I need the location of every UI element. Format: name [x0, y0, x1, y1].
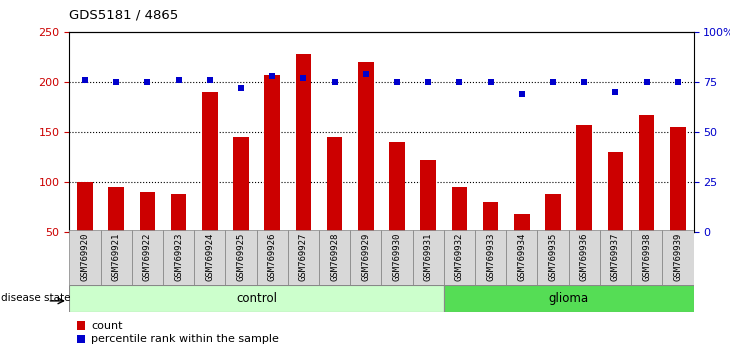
FancyBboxPatch shape — [194, 230, 226, 285]
Point — [610, 89, 621, 95]
Point — [578, 79, 590, 85]
Text: GSM769927: GSM769927 — [299, 233, 308, 281]
Bar — [514, 214, 530, 232]
Text: GSM769933: GSM769933 — [486, 233, 495, 281]
Point — [204, 77, 215, 83]
Point — [548, 79, 559, 85]
Text: GSM769937: GSM769937 — [611, 233, 620, 281]
Point — [235, 85, 247, 91]
Bar — [670, 127, 685, 232]
FancyBboxPatch shape — [131, 230, 163, 285]
Bar — [264, 75, 280, 232]
Text: GSM769921: GSM769921 — [112, 233, 120, 281]
Text: GSM769922: GSM769922 — [143, 233, 152, 281]
Point — [485, 79, 496, 85]
FancyBboxPatch shape — [381, 230, 412, 285]
Text: GSM769923: GSM769923 — [174, 233, 183, 281]
FancyBboxPatch shape — [475, 230, 507, 285]
FancyBboxPatch shape — [631, 230, 662, 285]
Point — [453, 79, 465, 85]
Text: glioma: glioma — [549, 292, 588, 305]
Bar — [296, 54, 311, 232]
Bar — [139, 192, 155, 232]
FancyBboxPatch shape — [226, 230, 257, 285]
Text: control: control — [236, 292, 277, 305]
Point — [110, 79, 122, 85]
FancyBboxPatch shape — [350, 230, 381, 285]
Text: GSM769938: GSM769938 — [642, 233, 651, 281]
FancyBboxPatch shape — [569, 230, 600, 285]
Text: GSM769935: GSM769935 — [548, 233, 558, 281]
Text: GSM769920: GSM769920 — [80, 233, 90, 281]
Bar — [639, 115, 655, 232]
Point — [173, 77, 185, 83]
FancyBboxPatch shape — [662, 230, 694, 285]
Bar — [77, 182, 93, 232]
Text: GSM769930: GSM769930 — [393, 233, 402, 281]
Text: GSM769929: GSM769929 — [361, 233, 370, 281]
Bar — [389, 142, 405, 232]
FancyBboxPatch shape — [537, 230, 569, 285]
Text: GSM769925: GSM769925 — [237, 233, 245, 281]
FancyBboxPatch shape — [257, 230, 288, 285]
FancyBboxPatch shape — [507, 230, 537, 285]
Text: GSM769928: GSM769928 — [330, 233, 339, 281]
FancyBboxPatch shape — [600, 230, 631, 285]
Text: disease state: disease state — [1, 293, 71, 303]
Bar — [452, 187, 467, 232]
FancyBboxPatch shape — [101, 230, 131, 285]
Text: GSM769936: GSM769936 — [580, 233, 589, 281]
FancyBboxPatch shape — [412, 230, 444, 285]
FancyBboxPatch shape — [444, 285, 694, 312]
Point — [641, 79, 653, 85]
Bar — [577, 125, 592, 232]
Text: GSM769924: GSM769924 — [205, 233, 215, 281]
Text: GSM769939: GSM769939 — [673, 233, 683, 281]
Point — [391, 79, 403, 85]
Point — [298, 75, 310, 81]
FancyBboxPatch shape — [319, 230, 350, 285]
Point — [672, 79, 684, 85]
Text: count: count — [91, 321, 123, 331]
Bar — [607, 152, 623, 232]
Point — [142, 79, 153, 85]
Point — [328, 79, 340, 85]
Point — [360, 71, 372, 77]
Point — [266, 73, 278, 79]
Bar — [171, 194, 186, 232]
FancyBboxPatch shape — [288, 230, 319, 285]
Bar — [358, 62, 374, 232]
Text: percentile rank within the sample: percentile rank within the sample — [91, 334, 279, 344]
Bar — [233, 137, 249, 232]
Text: GSM769932: GSM769932 — [455, 233, 464, 281]
Bar — [420, 160, 436, 232]
Point — [516, 91, 528, 97]
FancyBboxPatch shape — [69, 285, 444, 312]
Bar — [483, 202, 499, 232]
FancyBboxPatch shape — [444, 230, 475, 285]
FancyBboxPatch shape — [69, 230, 101, 285]
FancyBboxPatch shape — [163, 230, 194, 285]
Bar — [327, 137, 342, 232]
Text: GDS5181 / 4865: GDS5181 / 4865 — [69, 9, 179, 22]
Text: GSM769926: GSM769926 — [268, 233, 277, 281]
Point — [79, 77, 91, 83]
Bar — [108, 187, 124, 232]
Bar — [545, 194, 561, 232]
Point — [423, 79, 434, 85]
Text: GSM769931: GSM769931 — [423, 233, 433, 281]
Bar — [202, 92, 218, 232]
Text: GSM769934: GSM769934 — [518, 233, 526, 281]
